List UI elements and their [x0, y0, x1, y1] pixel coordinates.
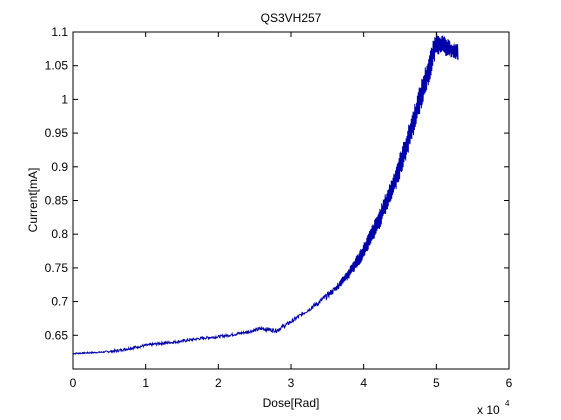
y-tick-label: 0.7	[51, 295, 68, 309]
y-axis-ticks: 0.65 0.7 0.75 0.8 0.85 0.9 0.95 1 1.05 1.1	[45, 25, 509, 342]
x-tick-label: 6	[506, 376, 513, 390]
x-tick-label: 2	[215, 376, 222, 390]
chart-title: QS3VH257	[261, 11, 322, 25]
x-axis-ticks: 0 1 2 3 4 5 6	[70, 32, 513, 390]
y-tick-label: 0.85	[45, 194, 69, 208]
x-tick-label: 5	[433, 376, 440, 390]
x-axis-multiplier: x 10	[477, 403, 500, 417]
x-tick-label: 0	[70, 376, 77, 390]
y-tick-label: 0.75	[45, 261, 69, 275]
y-tick-label: 0.8	[51, 227, 68, 241]
series-layer	[72, 31, 459, 355]
y-tick-label: 0.65	[45, 328, 69, 342]
x-tick-label: 3	[288, 376, 295, 390]
x-axis-label: Dose[Rad]	[263, 396, 320, 410]
x-axis-multiplier-exponent: 4	[505, 399, 510, 408]
plot-area	[72, 31, 510, 370]
y-tick-label: 0.9	[51, 160, 68, 174]
y-tick-label: 1.1	[51, 25, 68, 39]
x-tick-label: 1	[142, 376, 149, 390]
y-tick-label: 0.95	[45, 126, 69, 140]
y-tick-label: 1	[61, 92, 68, 106]
series-line	[72, 31, 459, 355]
y-axis-label: Current[mA]	[26, 168, 40, 233]
x-tick-label: 4	[360, 376, 367, 390]
y-tick-label: 1.05	[45, 59, 69, 73]
